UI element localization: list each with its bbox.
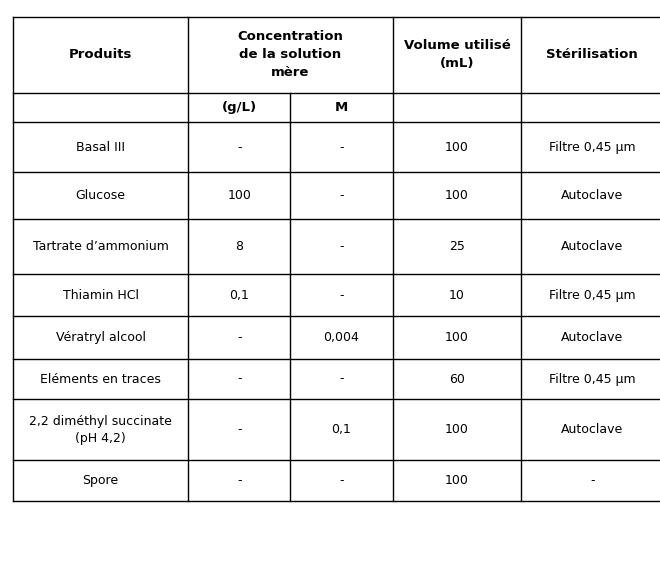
Text: Vératryl alcool: Vératryl alcool xyxy=(55,331,146,344)
Text: 0,004: 0,004 xyxy=(323,331,360,344)
Text: 100: 100 xyxy=(445,189,469,202)
Text: 0,1: 0,1 xyxy=(331,423,352,437)
Text: 100: 100 xyxy=(227,189,251,202)
Text: 100: 100 xyxy=(445,474,469,487)
Text: -: - xyxy=(237,331,242,344)
Text: -: - xyxy=(339,289,344,302)
Text: -: - xyxy=(237,372,242,386)
Text: Thiamin HCl: Thiamin HCl xyxy=(63,289,139,302)
Text: -: - xyxy=(590,474,595,487)
Text: Glucose: Glucose xyxy=(76,189,125,202)
Text: 10: 10 xyxy=(449,289,465,302)
Bar xyxy=(13,17,660,501)
Text: Spore: Spore xyxy=(82,474,119,487)
Text: Filtre 0,45 μm: Filtre 0,45 μm xyxy=(549,289,636,302)
Text: 100: 100 xyxy=(445,331,469,344)
Text: Tartrate d’ammonium: Tartrate d’ammonium xyxy=(33,240,168,253)
Text: Basal III: Basal III xyxy=(76,140,125,154)
Text: Concentration
de la solution
mère: Concentration de la solution mère xyxy=(238,30,343,80)
Text: 8: 8 xyxy=(235,240,244,253)
Text: Autoclave: Autoclave xyxy=(561,331,624,344)
Text: -: - xyxy=(237,423,242,437)
Text: Stérilisation: Stérilisation xyxy=(546,49,638,61)
Text: -: - xyxy=(339,189,344,202)
Text: M: M xyxy=(335,101,348,114)
Text: 2,2 diméthyl succinate
(pH 4,2): 2,2 diméthyl succinate (pH 4,2) xyxy=(29,415,172,445)
Text: Filtre 0,45 μm: Filtre 0,45 μm xyxy=(549,140,636,154)
Text: Volume utilisé
(mL): Volume utilisé (mL) xyxy=(404,39,510,70)
Text: (g/L): (g/L) xyxy=(222,101,257,114)
Text: Produits: Produits xyxy=(69,49,133,61)
Text: -: - xyxy=(237,140,242,154)
Text: Autoclave: Autoclave xyxy=(561,189,624,202)
Text: 100: 100 xyxy=(445,423,469,437)
Text: Autoclave: Autoclave xyxy=(561,423,624,437)
Text: Autoclave: Autoclave xyxy=(561,240,624,253)
Text: Eléments en traces: Eléments en traces xyxy=(40,372,161,386)
Text: 60: 60 xyxy=(449,372,465,386)
Text: 0,1: 0,1 xyxy=(229,289,249,302)
Text: 100: 100 xyxy=(445,140,469,154)
Text: Filtre 0,45 μm: Filtre 0,45 μm xyxy=(549,372,636,386)
Text: 25: 25 xyxy=(449,240,465,253)
Text: -: - xyxy=(237,474,242,487)
Text: -: - xyxy=(339,474,344,487)
Text: -: - xyxy=(339,372,344,386)
Text: -: - xyxy=(339,240,344,253)
Text: -: - xyxy=(339,140,344,154)
